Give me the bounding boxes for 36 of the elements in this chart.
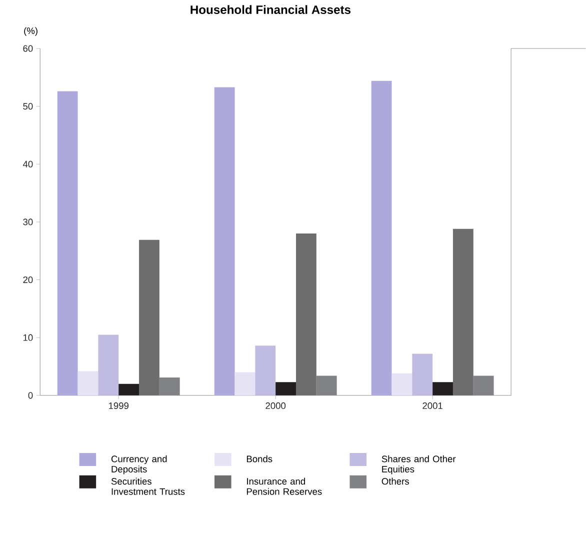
y-tick-label: 10	[23, 334, 33, 341]
legend-label: Currency and Deposits	[111, 455, 167, 474]
y-tick-label: 40	[22, 160, 33, 168]
y-tick-label: 60	[23, 44, 33, 52]
bar	[78, 370, 98, 396]
legend-label: Bonds	[246, 455, 272, 462]
bar	[139, 240, 160, 396]
y-tick-label: 20	[23, 276, 33, 283]
bar	[118, 384, 140, 396]
x-tick-label: 1999	[108, 402, 128, 409]
bar	[296, 233, 316, 396]
legend-label: Shares and Other Equities	[382, 455, 456, 474]
bar	[392, 373, 412, 396]
bar	[371, 80, 392, 396]
legend-label: Insurance and Pension Reserves	[246, 478, 322, 495]
bar	[412, 354, 433, 396]
x-tick-label: 2001	[422, 402, 442, 409]
bar	[234, 372, 256, 396]
bar	[432, 382, 453, 396]
bar	[473, 376, 494, 396]
bar	[214, 86, 235, 396]
y-tick-label: 50	[23, 102, 33, 110]
bar	[316, 376, 337, 396]
bar	[98, 334, 119, 396]
bar	[57, 91, 78, 396]
bar	[276, 382, 296, 396]
bar	[159, 377, 180, 396]
x-tick-label: 2000	[266, 402, 286, 409]
legend-label: Securities Investment Trusts	[111, 478, 185, 495]
chart-title: Household Financial Assets	[190, 4, 350, 14]
bar	[452, 228, 474, 396]
legend-label: Others	[382, 478, 409, 484]
bar	[255, 345, 276, 396]
y-tick-label: 30	[23, 218, 33, 225]
y-tick-label: 0	[28, 392, 33, 398]
y-axis-title: (%)	[24, 26, 38, 36]
